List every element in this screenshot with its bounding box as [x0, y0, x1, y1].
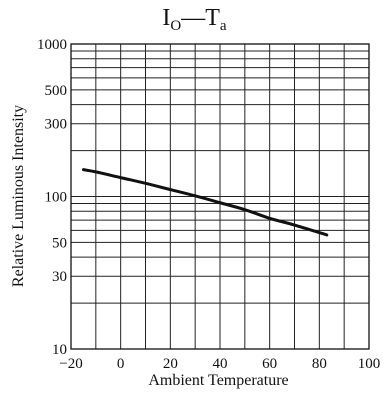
- title-dash: —: [181, 5, 206, 31]
- series-layer: [81, 168, 329, 237]
- title-main: I: [162, 5, 171, 31]
- x-tick-label: 20: [163, 356, 178, 372]
- y-tick-label: 300: [45, 117, 68, 133]
- y-tick-label: 100: [45, 190, 68, 206]
- y-tick-label: 1000: [37, 37, 67, 53]
- title-main-sub: O: [170, 18, 182, 34]
- chart-title: IO—Ta: [0, 4, 389, 40]
- y-tick-label: 50: [52, 235, 67, 251]
- plot-border: [70, 43, 370, 350]
- x-tick-label: −20: [59, 356, 82, 372]
- tick-label-layer: −20 0 20 40 60 80 100 10 30 50 100 300 500 1000: [37, 37, 380, 372]
- title-second-sub: a: [219, 18, 227, 34]
- x-axis-label: Ambient Temperature: [148, 372, 289, 389]
- grid-layer: [70, 44, 370, 349]
- x-tick-label: 100: [358, 356, 381, 372]
- title-second: T: [205, 5, 220, 31]
- x-tick-label: 0: [117, 356, 125, 372]
- series-line: [81, 168, 329, 237]
- y-tick-label: 10: [52, 342, 67, 358]
- x-tick-label: 80: [312, 356, 327, 372]
- y-tick-label: 500: [45, 83, 68, 99]
- y-axis-label: Relative Luminous Intensity: [10, 104, 27, 288]
- y-tick-label: 30: [52, 269, 67, 285]
- x-tick-label: 40: [213, 356, 228, 372]
- x-tick-label: 60: [262, 356, 277, 372]
